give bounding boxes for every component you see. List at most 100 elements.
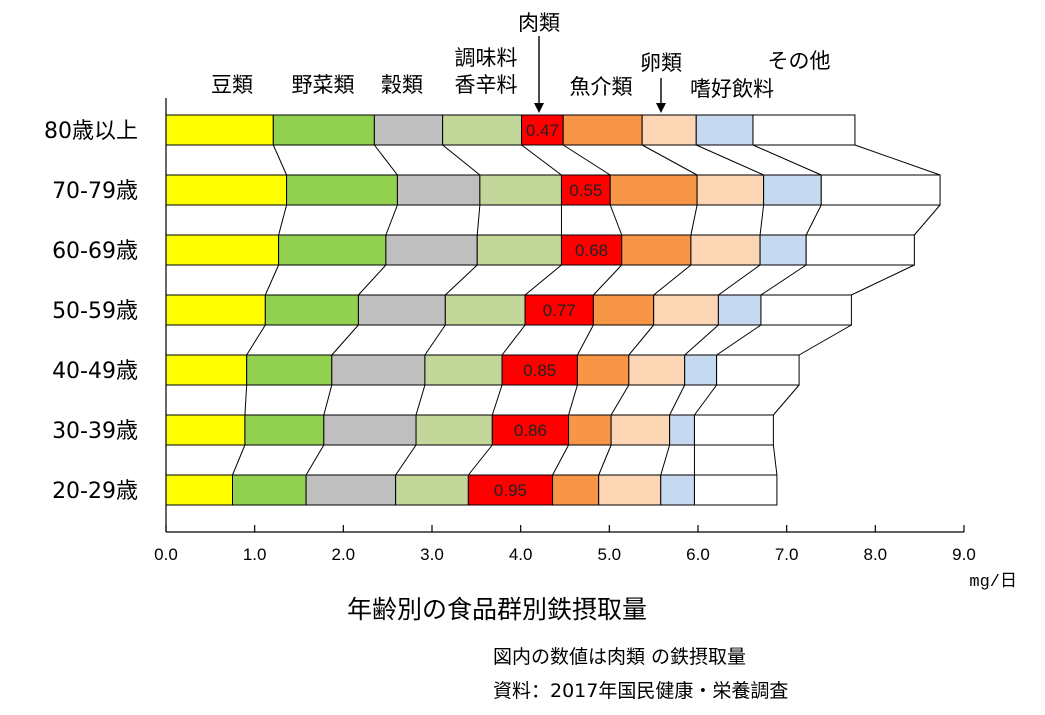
bar-segment — [476, 234, 562, 266]
bar-segment — [805, 234, 915, 266]
bar-segment — [165, 294, 266, 326]
bar-segment — [669, 414, 695, 446]
connector-line — [415, 384, 426, 416]
connector-lines — [232, 144, 941, 476]
connector-line — [272, 144, 288, 176]
bar-segment — [716, 354, 800, 386]
meat-value-label: 0.85 — [523, 361, 556, 380]
connector-line — [501, 324, 526, 356]
connector-line — [385, 204, 398, 236]
connector-line — [562, 144, 611, 176]
bar-segment — [424, 354, 503, 386]
connector-line — [491, 384, 503, 416]
connector-line — [395, 444, 417, 476]
bar-segment — [165, 114, 274, 146]
connector-line — [694, 384, 718, 416]
x-tick-label: 4.0 — [509, 545, 533, 564]
category-label: 穀類 — [381, 73, 423, 97]
bar-segment — [693, 414, 774, 446]
connector-line — [524, 264, 562, 296]
connector-line — [772, 384, 800, 416]
connector-line — [593, 264, 623, 296]
row-label: 60-69歳 — [52, 239, 138, 264]
bar-segment — [690, 234, 761, 266]
row-labels: 80歳以上 70-79歳 60-69歳 50-59歳 40-49歳 30-39歳 20-29… — [44, 119, 138, 504]
connector-line — [467, 444, 493, 476]
bar-segment — [752, 114, 856, 146]
connector-line — [641, 144, 698, 176]
connector-line — [609, 204, 623, 236]
bar-segment — [444, 294, 526, 326]
bar-segment — [286, 174, 398, 206]
bar-segment — [693, 474, 778, 506]
category-label: その他 — [768, 49, 831, 73]
category-label: 豆類 — [211, 73, 253, 97]
connector-line — [851, 264, 915, 296]
connector-line — [798, 324, 852, 356]
connector-line — [716, 324, 762, 356]
arrow-head-icon — [534, 103, 544, 113]
bar-segment — [165, 234, 280, 266]
connector-line — [521, 144, 562, 176]
x-tick-label: 9.0 — [952, 545, 976, 564]
bar-segment — [592, 294, 655, 326]
x-axis: 0.0 1.0 2.0 3.0 4.0 5.0 6.0 7.0 8.0 9.0 — [154, 98, 976, 564]
connector-line — [246, 324, 266, 356]
connector-line — [331, 324, 359, 356]
bar-segment — [373, 114, 444, 146]
bar-segment — [695, 114, 754, 146]
row-label: 70-79歳 — [52, 179, 138, 204]
row-label: 40-49歳 — [52, 359, 138, 384]
connector-line — [669, 384, 686, 416]
data-labels: 0.47 0.55 0.68 0.77 0.85 0.86 0.95 — [494, 121, 608, 500]
bar-segment — [576, 354, 630, 386]
connector-line — [653, 264, 692, 296]
bar-segment — [562, 114, 643, 146]
connector-line — [913, 204, 941, 236]
unit-label: mg/日 — [969, 572, 1017, 592]
meat-value-label: 0.86 — [514, 421, 547, 440]
bar-segment — [331, 354, 426, 386]
bar-segment — [759, 234, 807, 266]
bar-segment — [385, 234, 478, 266]
connector-line — [598, 444, 612, 476]
connector-line — [772, 444, 778, 476]
x-tick-label: 6.0 — [686, 545, 710, 564]
arrow-head-icon — [656, 103, 666, 113]
x-tick-label: 7.0 — [775, 545, 799, 564]
bar-segment — [244, 414, 325, 446]
meat-value-label: 0.95 — [494, 481, 527, 500]
bar-segment — [272, 114, 375, 146]
category-label: 野菜類 — [292, 73, 355, 97]
bar-segment — [609, 174, 698, 206]
bar-segment — [278, 234, 387, 266]
connector-line — [568, 384, 578, 416]
connector-line — [660, 444, 671, 476]
x-tick-label: 5.0 — [598, 545, 622, 564]
connector-line — [232, 444, 246, 476]
x-tick-label: 1.0 — [243, 545, 267, 564]
row-label: 80歳以上 — [44, 119, 138, 144]
bar-segments — [165, 114, 941, 506]
bar-segment — [660, 474, 695, 506]
bar-segment — [442, 114, 523, 146]
bar-segment — [246, 354, 333, 386]
bar-segment — [653, 294, 719, 326]
connector-line — [552, 444, 569, 476]
bar-segment — [357, 294, 446, 326]
connector-line — [684, 324, 719, 356]
bar-segment — [165, 174, 288, 206]
meat-value-label: 0.68 — [575, 241, 608, 260]
connector-line — [305, 444, 325, 476]
bar-segment — [396, 174, 481, 206]
category-label: 香辛料 — [455, 73, 518, 97]
bar-segment — [552, 474, 600, 506]
connector-line — [373, 144, 398, 176]
bar-segment — [165, 414, 246, 446]
category-label: 卵類 — [640, 51, 682, 75]
bar-segment — [717, 294, 762, 326]
bar-segment — [684, 354, 718, 386]
connector-line — [805, 204, 822, 236]
bar-segment — [610, 414, 671, 446]
